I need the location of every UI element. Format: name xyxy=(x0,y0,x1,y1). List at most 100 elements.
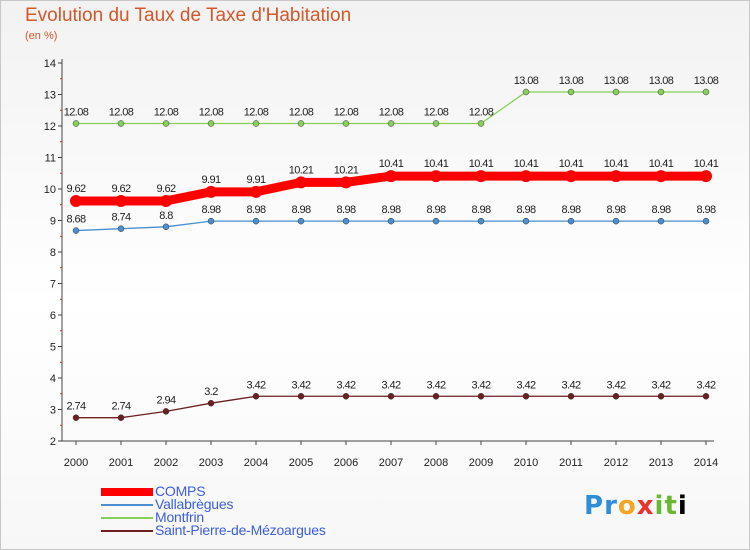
data-label: 2.74 xyxy=(111,401,130,413)
y-tick-label: 2 xyxy=(50,436,56,448)
data-label: 3.42 xyxy=(561,379,580,391)
data-point xyxy=(207,120,215,127)
data-label: 3.42 xyxy=(516,379,535,391)
data-label: 3.42 xyxy=(336,379,355,391)
y-tick-label: 8 xyxy=(50,247,56,259)
logo-letter: i xyxy=(677,491,688,521)
data-point xyxy=(207,217,215,225)
data-point xyxy=(342,393,350,400)
data-point xyxy=(252,393,260,400)
data-point xyxy=(162,223,170,231)
data-point xyxy=(477,393,485,400)
legend-label-saint-pierre: Saint-Pierre-de-Mézoargues xyxy=(155,522,326,538)
y-tick-label: 14 xyxy=(44,58,56,70)
data-point xyxy=(250,185,262,198)
data-label: 8.98 xyxy=(696,204,715,216)
data-point xyxy=(297,120,305,127)
x-tick-label: 2012 xyxy=(604,457,628,469)
data-label: 12.08 xyxy=(199,106,224,118)
data-label: 10.41 xyxy=(379,158,404,170)
x-tick-label: 2001 xyxy=(109,457,133,469)
y-tick-label: 4 xyxy=(50,373,56,385)
proxiti-logo: Proxiti xyxy=(584,491,688,521)
data-point xyxy=(702,393,710,400)
logo-letter: i xyxy=(654,491,665,521)
data-label: 3.42 xyxy=(291,379,310,391)
legend-swatch-saint-pierre xyxy=(101,530,153,532)
y-tick-label: 10 xyxy=(44,184,56,196)
data-label: 12.08 xyxy=(469,106,494,118)
data-label: 10.41 xyxy=(694,158,719,170)
data-label: 10.41 xyxy=(469,158,494,170)
legend-label-montfrin: Montfrin xyxy=(155,509,204,525)
data-label: 12.08 xyxy=(154,106,179,118)
data-label: 3.42 xyxy=(471,379,490,391)
data-point xyxy=(520,170,532,183)
data-point xyxy=(297,217,305,225)
data-label: 9.91 xyxy=(201,174,220,186)
data-point xyxy=(565,170,577,183)
data-label: 12.08 xyxy=(424,106,449,118)
data-label: 10.41 xyxy=(514,158,539,170)
data-label: 8.98 xyxy=(201,204,220,216)
data-label: 8.98 xyxy=(381,204,400,216)
data-label: 8.98 xyxy=(471,204,490,216)
y-tick-label: 13 xyxy=(44,90,56,102)
x-tick-label: 2000 xyxy=(64,457,88,469)
y-tick-label: 11 xyxy=(45,153,56,165)
y-tick-label: 12 xyxy=(44,121,56,133)
data-label: 12.08 xyxy=(109,106,134,118)
legend-swatch-vallabregues xyxy=(101,504,153,506)
data-label: 3.42 xyxy=(651,379,670,391)
data-label: 9.62 xyxy=(156,183,175,195)
data-point xyxy=(295,176,307,189)
data-label: 3.42 xyxy=(246,379,265,391)
data-label: 8.98 xyxy=(426,204,445,216)
legend-swatch-comps xyxy=(101,488,153,496)
data-label: 8.98 xyxy=(516,204,535,216)
data-label: 8.98 xyxy=(336,204,355,216)
data-point xyxy=(72,414,80,421)
y-tick-label: 3 xyxy=(50,405,56,417)
data-label: 8.98 xyxy=(246,204,265,216)
data-point xyxy=(340,176,352,189)
data-point xyxy=(72,227,80,234)
y-tick-label: 5 xyxy=(50,342,56,354)
x-tick-label: 2008 xyxy=(424,457,448,469)
logo-letter: r xyxy=(604,491,618,521)
data-point xyxy=(297,393,305,400)
data-point xyxy=(522,88,530,96)
data-label: 8.74 xyxy=(111,212,130,224)
data-point xyxy=(430,170,442,183)
data-point xyxy=(702,217,710,225)
data-point xyxy=(522,217,530,225)
logo-letter: o xyxy=(617,491,637,521)
data-point xyxy=(252,120,260,127)
data-point xyxy=(162,120,170,127)
x-tick-label: 2004 xyxy=(244,457,268,469)
data-point xyxy=(385,170,397,183)
data-label: 10.41 xyxy=(559,158,584,170)
data-label: 3.42 xyxy=(696,379,715,391)
data-point xyxy=(657,217,665,225)
data-label: 8.98 xyxy=(561,204,580,216)
data-point xyxy=(477,217,485,225)
data-label: 8.98 xyxy=(606,204,625,216)
data-point xyxy=(115,194,127,207)
logo-letter: t xyxy=(664,491,678,521)
data-point xyxy=(160,194,172,207)
data-point xyxy=(387,120,395,127)
data-point xyxy=(205,185,217,198)
data-point xyxy=(117,225,125,232)
data-label: 13.08 xyxy=(604,75,629,87)
x-tick-label: 2003 xyxy=(199,457,223,469)
data-point xyxy=(522,393,530,400)
x-tick-label: 2010 xyxy=(514,457,538,469)
legend-label-vallabregues: Vallabrègues xyxy=(155,496,234,512)
data-point xyxy=(655,170,667,183)
data-point xyxy=(387,217,395,225)
data-label: 13.08 xyxy=(694,75,719,87)
legend-swatch-montfrin xyxy=(101,517,153,519)
data-point xyxy=(657,393,665,400)
